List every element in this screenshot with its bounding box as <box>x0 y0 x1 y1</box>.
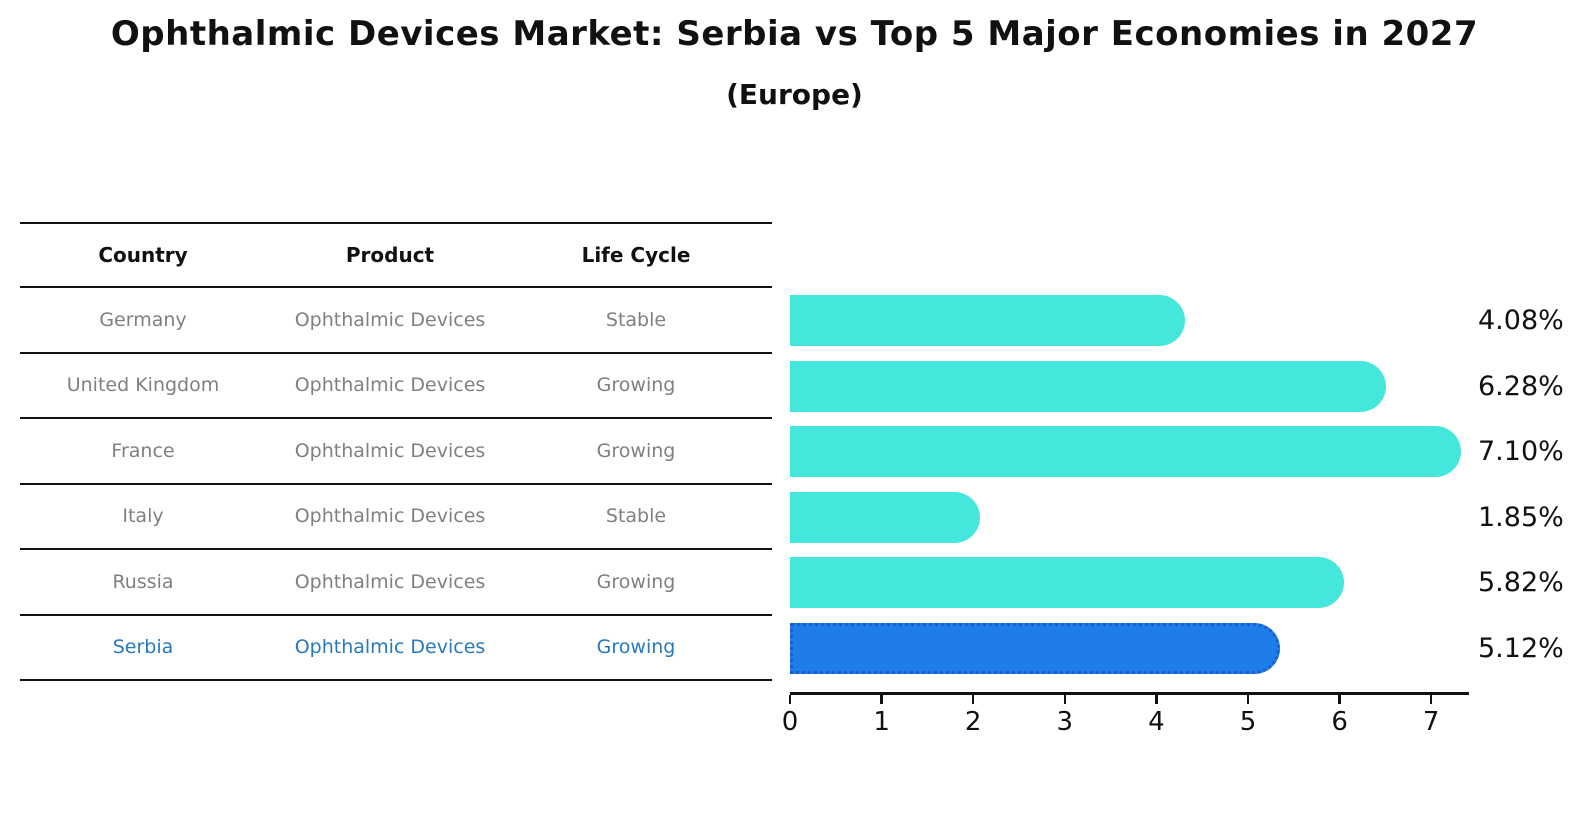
value-label-united-kingdom: 6.28% <box>1478 370 1564 402</box>
country-cell: Italy <box>122 505 164 528</box>
lifecycle-cell: Growing <box>596 570 676 593</box>
value-label-serbia: 5.12% <box>1478 632 1564 664</box>
tick-mark <box>788 694 792 704</box>
tick-mark <box>1063 694 1067 704</box>
table-header-row: Country Product Life Cycle <box>20 222 772 288</box>
tick-label: 5 <box>1239 706 1257 737</box>
tick-mark <box>1338 694 1341 704</box>
x-tick-7: 7 <box>1409 694 1453 737</box>
tick-label: 0 <box>781 706 799 737</box>
x-tick-5: 5 <box>1226 694 1270 737</box>
table-body: Germany Ophthalmic Devices Stable United… <box>20 288 772 681</box>
x-axis: 0 1 2 3 4 5 6 7 <box>782 692 1480 752</box>
tick-label: 7 <box>1422 706 1440 737</box>
tick-mark <box>880 694 883 704</box>
tick-label: 2 <box>964 706 982 737</box>
country-cell: Russia <box>112 570 174 593</box>
product-cell: Ophthalmic Devices <box>294 439 486 462</box>
value-label-germany: 4.08% <box>1478 305 1564 337</box>
tick-mark <box>1155 694 1158 704</box>
x-tick-1: 1 <box>860 694 904 737</box>
product-cell: Ophthalmic Devices <box>294 505 486 528</box>
bar-germany <box>790 295 1185 347</box>
chart-subtitle: (Europe) <box>726 78 863 111</box>
bar-italy <box>790 491 981 543</box>
product-cell: Ophthalmic Devices <box>294 374 486 397</box>
value-label-italy: 1.85% <box>1478 501 1564 533</box>
x-tick-4: 4 <box>1134 694 1178 737</box>
bar-france <box>790 426 1462 478</box>
lifecycle-cell: Growing <box>596 636 676 659</box>
table-row-italy: Italy Ophthalmic Devices Stable <box>20 485 772 550</box>
column-header-product: Product <box>345 243 435 267</box>
tick-mark <box>1246 694 1250 704</box>
country-cell: Serbia <box>112 636 174 659</box>
value-labels-column: 4.08% 6.28% 7.10% 1.85% 5.82% 5.12% <box>1478 288 1588 681</box>
tick-label: 4 <box>1148 706 1165 737</box>
x-tick-2: 2 <box>951 694 995 737</box>
value-label-france: 7.10% <box>1478 436 1564 468</box>
tick-label: 3 <box>1056 706 1074 737</box>
product-cell: Ophthalmic Devices <box>294 636 486 659</box>
bars-area <box>790 288 1510 681</box>
x-tick-0: 0 <box>768 694 812 737</box>
tick-label: 1 <box>873 706 890 737</box>
table-row-france: France Ophthalmic Devices Growing <box>20 419 772 485</box>
table-row-russia: Russia Ophthalmic Devices Growing <box>20 550 772 616</box>
country-cell: United Kingdom <box>66 374 220 397</box>
table-row-serbia: Serbia Ophthalmic Devices Growing <box>20 616 772 681</box>
column-header-country: Country <box>98 243 188 267</box>
product-cell: Ophthalmic Devices <box>294 570 486 593</box>
lifecycle-cell: Growing <box>596 439 676 462</box>
bar-united-kingdom <box>790 360 1387 412</box>
lifecycle-cell: Growing <box>596 374 676 397</box>
country-cell: France <box>111 439 175 462</box>
tick-label: 6 <box>1331 706 1348 737</box>
country-cell: Germany <box>99 308 187 331</box>
tick-mark <box>971 694 975 704</box>
product-cell: Ophthalmic Devices <box>294 308 486 331</box>
chart-title: Ophthalmic Devices Market: Serbia vs Top… <box>110 14 1479 54</box>
x-tick-3: 3 <box>1043 694 1087 737</box>
x-axis-line <box>790 692 1469 695</box>
x-tick-6: 6 <box>1318 694 1362 737</box>
bar-serbia <box>790 622 1280 674</box>
tick-mark <box>1429 694 1433 704</box>
lifecycle-cell: Stable <box>605 308 667 331</box>
table-row-germany: Germany Ophthalmic Devices Stable <box>20 288 772 354</box>
bar-russia <box>790 557 1345 609</box>
value-label-russia: 5.82% <box>1478 567 1564 599</box>
column-header-lifecycle: Life Cycle <box>581 243 691 267</box>
lifecycle-cell: Stable <box>605 505 667 528</box>
table-row-united-kingdom: United Kingdom Ophthalmic Devices Growin… <box>20 354 772 419</box>
